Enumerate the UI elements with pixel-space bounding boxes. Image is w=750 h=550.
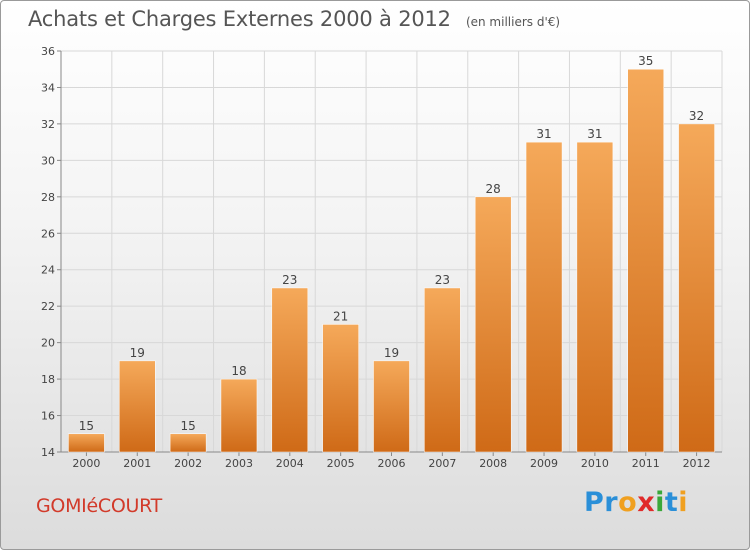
logo-letter: P [584,487,605,518]
bars [68,68,715,453]
bar [424,287,461,453]
y-tick-label: 36 [41,45,55,58]
x-tick-label: 2010 [581,457,609,470]
bar-value-label: 15 [180,419,195,433]
x-tick-label: 2008 [479,457,507,470]
bar [373,360,410,453]
bar-value-label: 15 [79,419,94,433]
bar-value-label: 19 [130,346,145,360]
logo-letter: o [618,487,638,518]
bar [169,433,207,453]
x-tick-label: 2003 [225,457,253,470]
bar-value-label: 31 [536,127,551,141]
bar-value-label: 32 [689,109,704,123]
labels: 14 16 18 20 22 24 26 28 30 32 34 36 15 2000 19 2001 15 20… [41,45,711,470]
y-tick-label: 22 [41,300,55,313]
proxiti-logo: Proxiti [584,487,688,518]
x-tick-label: 2009 [530,457,558,470]
bar-value-label: 23 [435,273,450,287]
bar [525,141,563,453]
x-tick-label: 2000 [72,457,100,470]
y-tick-label: 14 [41,446,55,459]
y-tick-label: 16 [41,410,55,423]
bar [271,287,309,453]
x-tick-label: 2001 [123,457,151,470]
y-tick-label: 20 [41,337,55,350]
y-tick-label: 30 [41,154,55,167]
x-tick-label: 2004 [276,457,304,470]
y-tick-label: 24 [41,264,55,277]
bar-value-label: 21 [333,309,348,323]
bar [220,378,258,453]
logo-letter: t [664,487,679,518]
x-tick-label: 2012 [683,457,711,470]
bar-value-label: 28 [486,182,501,196]
y-tick-label: 18 [41,373,55,386]
bar [576,141,614,453]
bar [627,68,664,453]
chart-unit-text: (en milliers d'€) [465,15,561,29]
bar-value-label: 31 [587,127,602,141]
chart-title: Achats et Charges Externes 2000 à 2012 (… [28,7,560,31]
x-tick-label: 2007 [428,457,456,470]
y-tick-label: 26 [41,227,55,240]
logo-letter: i [655,487,665,518]
bar [119,360,156,453]
y-tick-label: 34 [41,81,55,94]
x-tick-label: 2006 [378,457,406,470]
bar [474,196,512,453]
logo-letter: x [637,487,656,518]
bar-value-label: 35 [638,54,653,68]
y-tick-label: 32 [41,118,55,131]
bar-value-label: 18 [231,364,246,378]
bar-value-label: 23 [282,273,297,287]
logo-letter: i [678,487,689,518]
x-tick-label: 2011 [632,457,660,470]
bar [322,324,359,453]
chart-title-text: Achats et Charges Externes 2000 à 2012 [28,7,451,31]
logo-letter: r [604,487,619,518]
x-tick-label: 2005 [327,457,355,470]
x-tick-label: 2002 [174,457,202,470]
bar [68,433,105,453]
bar-value-label: 19 [384,346,399,360]
y-tick-label: 28 [41,191,55,204]
commune-name: GOMIéCOURT [36,495,162,517]
bar [678,123,715,453]
